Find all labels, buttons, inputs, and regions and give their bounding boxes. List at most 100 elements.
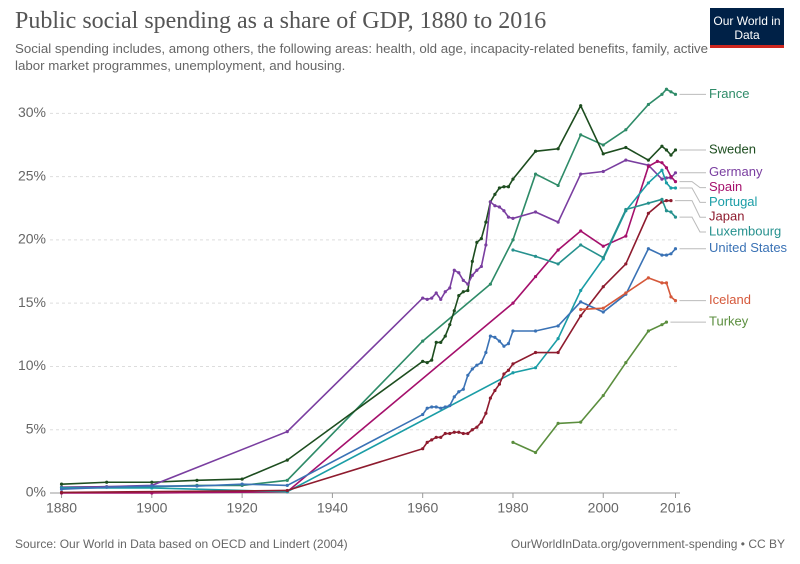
data-point bbox=[669, 153, 673, 157]
data-point bbox=[533, 450, 538, 455]
data-point bbox=[511, 238, 515, 242]
data-point bbox=[533, 210, 538, 214]
data-point bbox=[673, 148, 678, 152]
data-point bbox=[502, 185, 506, 189]
data-point bbox=[646, 181, 651, 185]
data-point bbox=[195, 478, 199, 482]
data-point bbox=[475, 268, 479, 272]
data-point bbox=[240, 477, 244, 481]
data-point bbox=[601, 143, 605, 147]
data-point bbox=[579, 314, 583, 318]
data-point bbox=[421, 359, 425, 363]
data-point bbox=[533, 149, 538, 153]
footer[interactable]: OurWorldInData.org/government-spending •… bbox=[510, 537, 785, 551]
data-point bbox=[452, 395, 456, 399]
data-point bbox=[669, 295, 673, 299]
data-point bbox=[285, 458, 289, 462]
data-point bbox=[660, 161, 664, 165]
data-point bbox=[488, 200, 492, 204]
data-point bbox=[59, 490, 64, 494]
series-line bbox=[512, 198, 677, 265]
data-point bbox=[646, 247, 651, 251]
data-point bbox=[556, 324, 560, 328]
data-point bbox=[579, 288, 583, 293]
data-point bbox=[660, 253, 664, 257]
data-point bbox=[443, 334, 447, 338]
data-point bbox=[150, 484, 154, 488]
y-tick-label: 15% bbox=[18, 294, 46, 310]
data-point bbox=[430, 438, 434, 442]
data-point bbox=[439, 340, 443, 344]
y-tick-label: 0% bbox=[26, 484, 46, 500]
data-point bbox=[664, 320, 669, 324]
data-point bbox=[457, 430, 461, 434]
data-point bbox=[601, 285, 605, 289]
data-point bbox=[430, 405, 434, 409]
data-point bbox=[470, 273, 474, 277]
data-point bbox=[673, 247, 678, 251]
data-point bbox=[448, 286, 452, 290]
data-point bbox=[425, 440, 429, 444]
data-point bbox=[601, 255, 605, 260]
y-tick-label: 25% bbox=[18, 167, 46, 183]
data-point bbox=[673, 92, 678, 96]
data-point bbox=[673, 299, 678, 303]
data-point bbox=[579, 133, 583, 137]
data-point bbox=[479, 237, 483, 241]
data-point bbox=[646, 201, 651, 205]
series-line bbox=[580, 276, 677, 311]
series-line bbox=[61, 168, 676, 493]
data-point bbox=[646, 158, 651, 162]
source: Source: Our World in Data based on OECD … bbox=[15, 537, 348, 551]
data-point bbox=[497, 186, 502, 190]
series-line bbox=[61, 88, 676, 488]
data-point bbox=[461, 431, 465, 436]
data-point bbox=[488, 282, 492, 286]
data-point bbox=[506, 215, 511, 219]
data-point bbox=[285, 488, 289, 493]
legend-label: Germany bbox=[709, 164, 763, 179]
data-point bbox=[484, 350, 488, 355]
data-point bbox=[285, 483, 289, 488]
data-point bbox=[511, 216, 515, 220]
data-point bbox=[660, 92, 664, 96]
data-point bbox=[655, 159, 660, 164]
data-point bbox=[434, 435, 438, 439]
data-point bbox=[664, 181, 669, 185]
data-point bbox=[669, 199, 673, 203]
data-point bbox=[240, 482, 244, 486]
logo[interactable]: Our World in Data bbox=[710, 8, 784, 48]
legend-label: Spain bbox=[709, 179, 742, 194]
data-point bbox=[533, 254, 538, 258]
data-point bbox=[466, 373, 470, 377]
data-point bbox=[461, 387, 465, 391]
data-point bbox=[601, 152, 605, 156]
legend-leader bbox=[679, 187, 706, 203]
data-point bbox=[443, 290, 447, 294]
data-point bbox=[439, 297, 443, 301]
data-point bbox=[150, 480, 154, 484]
x-tick-label: 1960 bbox=[407, 500, 438, 516]
data-point bbox=[497, 205, 502, 209]
data-point bbox=[624, 158, 628, 162]
data-point bbox=[475, 363, 479, 367]
data-point bbox=[285, 478, 289, 482]
data-point bbox=[556, 350, 560, 355]
data-point bbox=[624, 361, 628, 365]
data-point bbox=[579, 229, 583, 233]
data-point bbox=[421, 447, 425, 451]
data-point bbox=[579, 172, 583, 176]
data-point bbox=[660, 168, 664, 172]
data-point bbox=[646, 164, 651, 169]
data-point bbox=[624, 262, 628, 266]
data-point bbox=[506, 342, 511, 346]
legend-label: Luxembourg bbox=[709, 223, 781, 238]
data-point bbox=[461, 278, 465, 282]
data-point bbox=[556, 336, 560, 341]
data-point bbox=[664, 199, 669, 203]
data-point bbox=[624, 207, 628, 212]
data-point bbox=[511, 177, 515, 181]
data-point bbox=[579, 104, 583, 108]
y-tick-label: 10% bbox=[18, 357, 46, 373]
x-tick-label: 1920 bbox=[227, 500, 258, 516]
